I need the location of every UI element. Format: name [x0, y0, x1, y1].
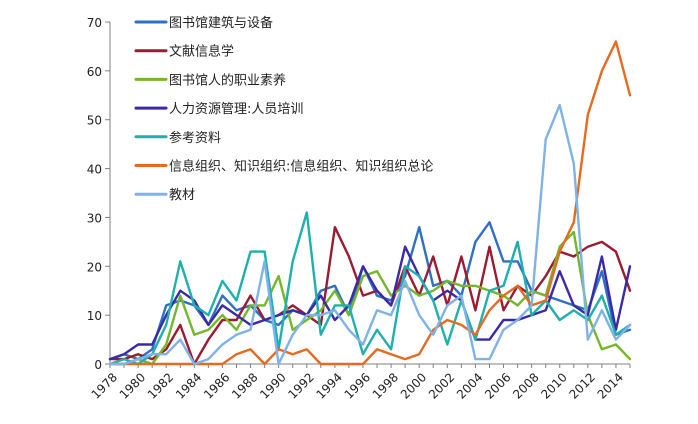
x-tick-label: 2000 — [398, 370, 429, 401]
x-tick-label: 1980 — [117, 370, 148, 401]
y-tick-label: 60 — [87, 65, 102, 79]
legend-label-6: 信息组织、知识组织:信息组织、知识组织总论 — [169, 159, 433, 175]
x-tick-label: 2004 — [454, 370, 485, 401]
x-tick-label: 1978 — [89, 370, 120, 401]
x-tick-label: 1990 — [257, 370, 288, 401]
series-line-2 — [108, 225, 632, 366]
x-tick-label: 1994 — [313, 370, 344, 401]
y-tick-label: 20 — [87, 260, 102, 274]
series-line-3 — [108, 230, 632, 366]
y-tick-label: 40 — [87, 163, 102, 177]
x-tick-label: 1988 — [229, 370, 260, 401]
x-tick-label: 1984 — [173, 370, 204, 401]
series-line-4 — [108, 245, 632, 361]
y-tick-label: 0 — [94, 358, 102, 372]
legend-label-4: 人力资源管理:人员培训 — [169, 101, 303, 117]
legend-label-3: 图书馆人的职业素养 — [169, 72, 286, 88]
legend-label-5: 参考资料 — [169, 130, 221, 146]
series-lines — [108, 40, 632, 366]
legend: 图书馆建筑与设备文献信息学图书馆人的职业素养人力资源管理:人员培训参考资料信息组… — [134, 15, 433, 203]
x-tick-label: 1986 — [201, 370, 232, 401]
x-tick-label: 2012 — [566, 370, 597, 401]
y-tick-label: 30 — [87, 211, 102, 225]
x-tick-label: 1982 — [145, 370, 176, 401]
x-tick-label: 2008 — [510, 370, 541, 401]
x-tick-label: 1996 — [342, 370, 373, 401]
x-tick-label: 2006 — [482, 370, 513, 401]
x-tick-label: 1992 — [285, 370, 316, 401]
legend-label-7: 教材 — [169, 187, 195, 203]
series-line-7 — [108, 103, 632, 366]
x-tick-label: 2014 — [595, 370, 626, 401]
y-tick-label: 70 — [87, 16, 102, 30]
x-tick-label: 1998 — [370, 370, 401, 401]
y-tick-label: 10 — [87, 309, 102, 323]
series-line-5 — [108, 211, 632, 366]
y-tick-label: 50 — [87, 114, 102, 128]
legend-label-1: 图书馆建筑与设备 — [169, 15, 273, 31]
legend-label-2: 文献信息学 — [169, 44, 234, 60]
x-tick-label: 2002 — [426, 370, 457, 401]
x-tick-label: 2010 — [538, 370, 569, 401]
